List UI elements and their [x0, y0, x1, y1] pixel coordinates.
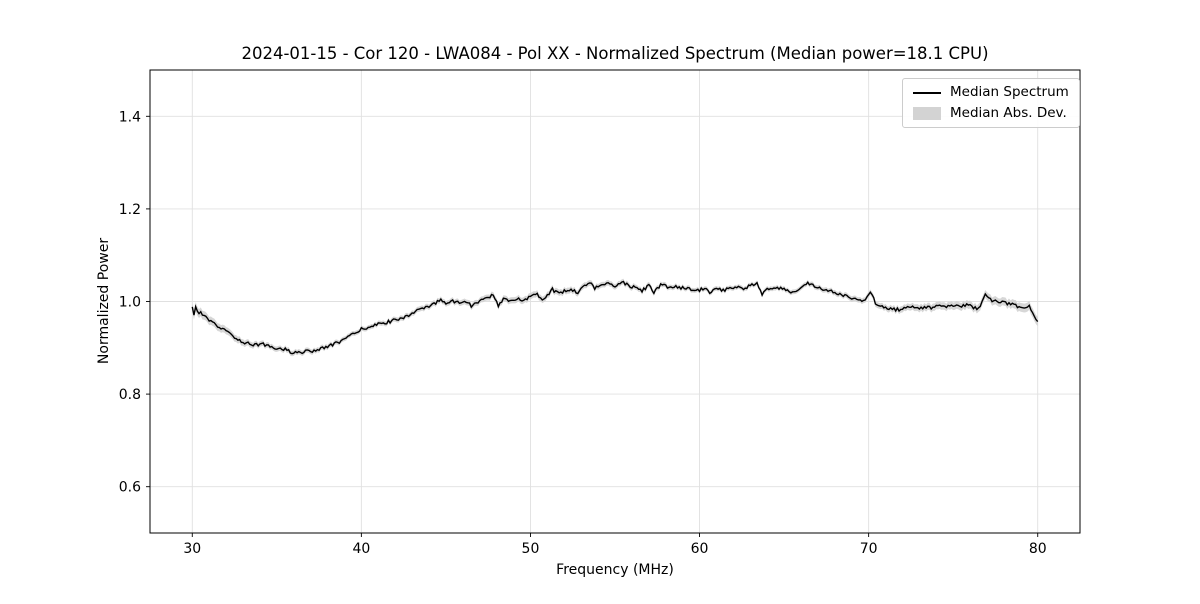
gridlines: [150, 70, 1080, 533]
legend-entry-median-abs-dev: Median Abs. Dev.: [913, 104, 1069, 121]
mad-band: [192, 278, 1038, 357]
legend-label: Median Abs. Dev.: [950, 104, 1067, 121]
line-sample-icon: [913, 91, 941, 94]
legend: Median Spectrum Median Abs. Dev.: [902, 78, 1080, 128]
tick-marks: [146, 115, 1039, 537]
y-tick-label-1.0: 1.0: [119, 295, 141, 311]
y-tick-label-0.8: 0.8: [119, 387, 141, 403]
x-tick-label-60: 60: [691, 541, 709, 557]
y-tick-label-1.2: 1.2: [119, 202, 141, 218]
y-tick-label-1.4: 1.4: [119, 109, 141, 125]
legend-entry-median-spectrum: Median Spectrum: [913, 84, 1069, 100]
x-tick-label-50: 50: [522, 541, 540, 557]
x-tick-label-70: 70: [860, 541, 878, 557]
patch-sample-icon: [913, 106, 941, 120]
y-axis-label: Normalized Power: [96, 237, 112, 365]
x-tick-label-80: 80: [1029, 541, 1047, 557]
x-tick-label-40: 40: [352, 541, 370, 557]
x-tick-label-30: 30: [183, 541, 201, 557]
y-tick-label-0.6: 0.6: [119, 480, 141, 496]
legend-label: Median Spectrum: [950, 84, 1069, 100]
chart-title: 2024-01-15 - Cor 120 - LWA084 - Pol XX -…: [241, 44, 989, 63]
x-axis-label: Frequency (MHz): [556, 562, 674, 578]
median-spectrum-line: [191, 280, 1039, 355]
